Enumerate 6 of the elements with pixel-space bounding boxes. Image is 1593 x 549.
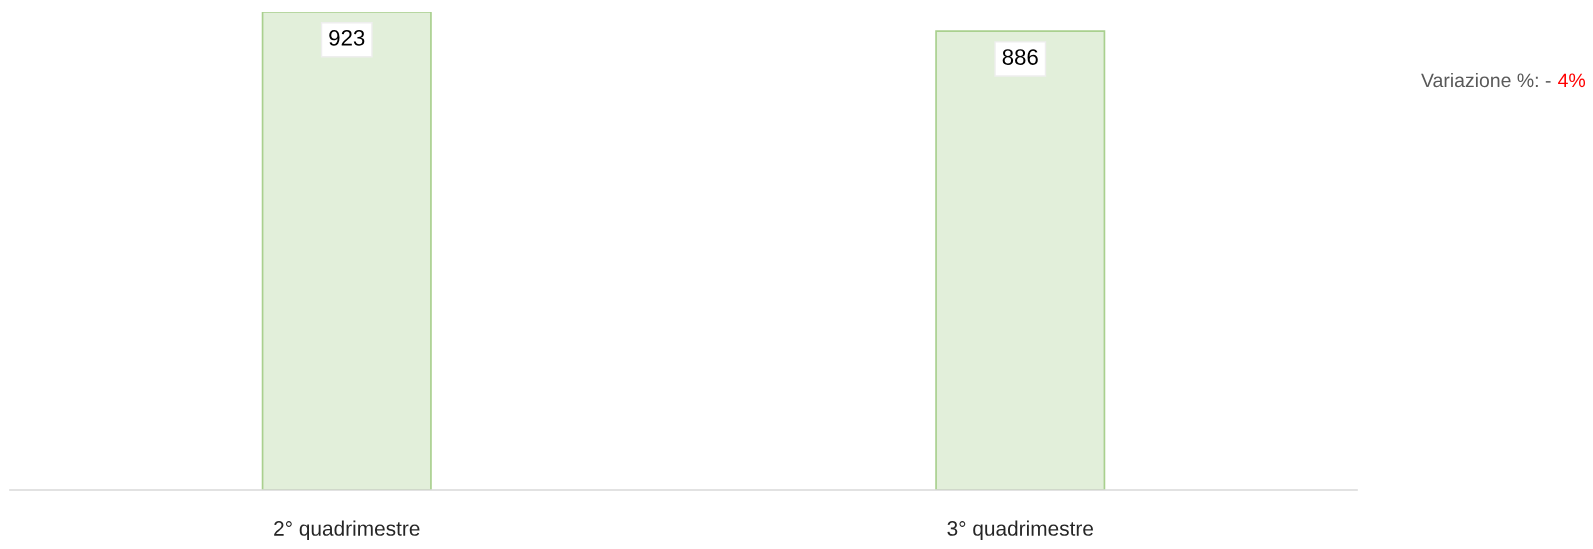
data-label: 886 [1002, 49, 1038, 65]
x-tick-label: 3° quadrimestre [947, 520, 1093, 540]
text: 4% [1558, 73, 1586, 88]
x-tick-label: 2° quadrimestre [274, 520, 420, 540]
text: Variazione %: - [1421, 72, 1551, 88]
data-label: 923 [329, 30, 365, 46]
